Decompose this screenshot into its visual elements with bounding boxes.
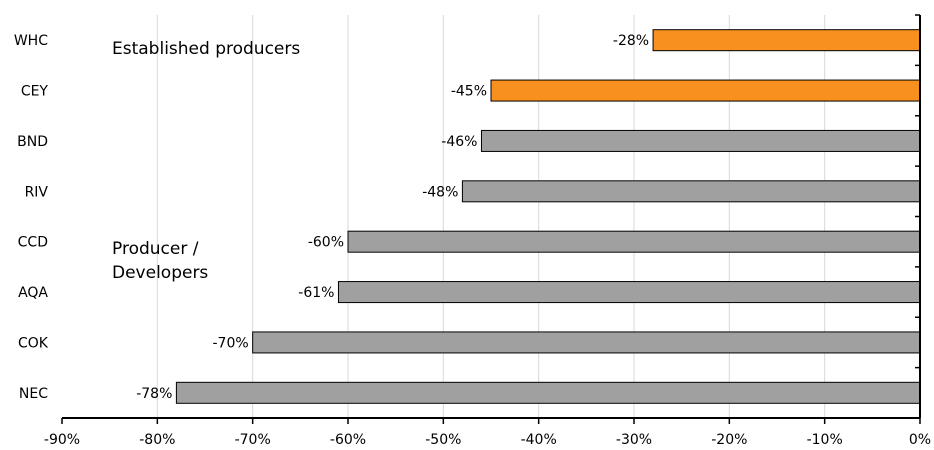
y-tick-label-bnd: BND: [17, 134, 48, 150]
x-tick-label: -60%: [330, 432, 366, 448]
gridlines: [156, 15, 826, 418]
annotation-developers: Developers: [112, 263, 208, 283]
data-label-ccd: -60%: [308, 235, 344, 251]
bar-nec: [175, 381, 921, 404]
y-tick-label-ccd: CCD: [18, 235, 48, 251]
y-tick-label-aqa: AQA: [18, 285, 48, 301]
bars: [175, 29, 921, 404]
bar-whc: [652, 29, 921, 52]
data-label-aqa: -61%: [298, 285, 334, 301]
axes: [61, 14, 921, 424]
y-tick-label-nec: NEC: [19, 386, 48, 402]
bar-bnd: [480, 129, 921, 152]
y-tick-label-whc: WHC: [14, 33, 48, 49]
bar-riv: [461, 180, 921, 203]
y-tick-label-riv: RIV: [25, 184, 49, 200]
data-label-cey: -45%: [451, 84, 487, 100]
data-label-bnd: -46%: [441, 134, 477, 150]
y-axis-labels: WHC CEY BND RIV CCD AQA COK NEC: [14, 33, 49, 402]
bar-ccd: [347, 230, 921, 253]
bar-cey: [490, 79, 921, 102]
data-label-whc: -28%: [613, 33, 649, 49]
data-labels: -28% -45% -46% -48% -60% -61% -70% -78%: [136, 33, 649, 402]
x-tick-label: -20%: [711, 432, 747, 448]
x-tick-label: -70%: [235, 432, 271, 448]
data-label-nec: -78%: [136, 386, 172, 402]
data-label-cok: -70%: [212, 335, 248, 351]
annotation-established-producers: Established producers: [112, 39, 300, 59]
x-tick-label: -90%: [44, 432, 80, 448]
x-axis-labels: -90% -80% -70% -60% -50% -40% -30% -20% -10% 0%: [44, 432, 931, 448]
x-tick-label: -40%: [521, 432, 557, 448]
x-tick-label: 0%: [909, 432, 931, 448]
bar-cok: [252, 331, 921, 354]
data-label-riv: -48%: [422, 184, 458, 200]
x-tick-label: -10%: [807, 432, 843, 448]
annotation-producer: Producer /: [112, 239, 199, 259]
y-tick-label-cok: COK: [18, 335, 49, 351]
x-tick-label: -30%: [616, 432, 652, 448]
bar-aqa: [337, 281, 921, 304]
y-tick-label-cey: CEY: [21, 84, 49, 100]
x-tick-label: -80%: [139, 432, 175, 448]
x-tick-label: -50%: [425, 432, 461, 448]
